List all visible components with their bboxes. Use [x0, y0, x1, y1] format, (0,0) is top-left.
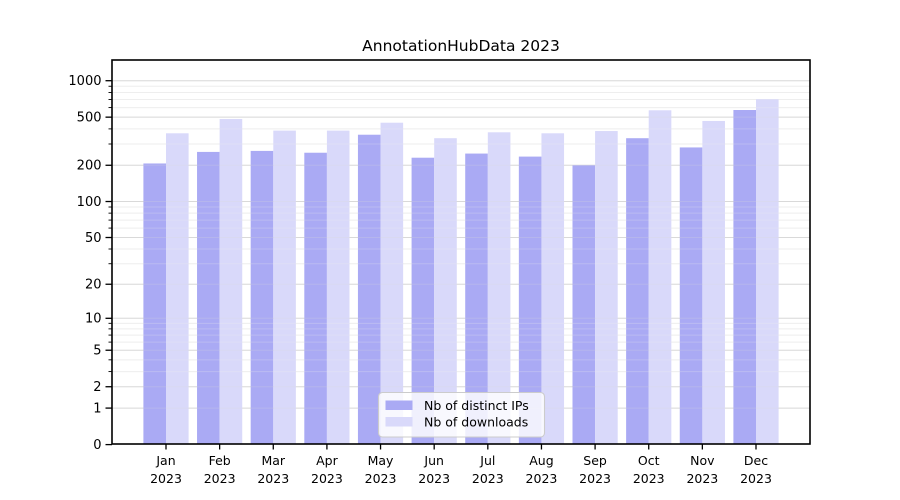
x-tick-label-sep: Sep [583, 453, 607, 468]
x-tick-label-jun: Jun [423, 453, 444, 468]
bar-distinct-ips-sep [572, 165, 596, 445]
plot-border [111, 59, 811, 445]
y-tick-label-1: 1 [93, 401, 101, 416]
x-tick-label-year-jun: 2023 [418, 471, 450, 486]
chart-title: AnnotationHubData 2023 [362, 37, 560, 55]
x-tick-label-year-feb: 2023 [204, 471, 236, 486]
y-tick-label-500: 500 [77, 111, 102, 126]
y-tick-label-1000: 1000 [68, 74, 101, 89]
x-tick-label-nov: Nov [690, 453, 715, 468]
bar-distinct-ips-feb [197, 151, 220, 444]
bar-distinct-ips-jul [465, 153, 488, 444]
x-axis: Jan 2023 Feb 2023 Mar 2023 Apr 2023 May 2023 Jun 20… [150, 444, 772, 486]
x-tick-label-jan: Jan [155, 453, 175, 468]
x-tick-label-year-sep: 2023 [579, 471, 611, 486]
legend-box [377, 391, 546, 438]
bar-downloads-sep [595, 131, 618, 444]
bar-distinct-ips-jun [411, 157, 435, 444]
x-tick-label-year-oct: 2023 [633, 471, 665, 486]
x-tick-label-year-nov: 2023 [686, 471, 718, 486]
y-tick-label-0: 0 [93, 438, 101, 453]
bar-downloads-jan [166, 133, 189, 444]
x-tick-label-year-dec: 2023 [740, 471, 772, 486]
bars [143, 99, 779, 445]
bar-distinct-ips-apr [304, 152, 327, 444]
bar-distinct-ips-mar [250, 150, 274, 444]
y-tick-label-20: 20 [85, 278, 102, 293]
bar-downloads-jul [487, 132, 511, 444]
legend-label-distinct-ips: Nb of distinct IPs [424, 398, 529, 413]
x-tick-label-year-apr: 2023 [311, 471, 343, 486]
bar-distinct-ips-may [357, 134, 381, 444]
x-tick-label-may: May [368, 453, 394, 468]
bar-downloads-mar [273, 130, 296, 444]
bar-downloads-aug [541, 133, 565, 444]
bar-downloads-apr [326, 130, 350, 444]
x-tick-label-oct: Oct [638, 453, 660, 468]
bar-distinct-ips-nov [679, 147, 703, 445]
x-tick-label-year-jan: 2023 [150, 471, 182, 486]
x-tick-label-year-aug: 2023 [526, 471, 558, 486]
x-tick-label-jul: Jul [479, 453, 495, 468]
y-tick-label-50: 50 [85, 231, 102, 246]
bar-downloads-feb [219, 118, 243, 444]
x-tick-label-dec: Dec [744, 453, 768, 468]
y-tick-label-200: 200 [77, 159, 102, 174]
legend-swatch-distinct-ips-icon [385, 400, 413, 410]
x-tick-label-year-jul: 2023 [472, 471, 504, 486]
bar-distinct-ips-jan [143, 163, 166, 445]
legend-label-downloads: Nb of downloads [424, 414, 528, 429]
bar-distinct-ips-dec [733, 109, 756, 444]
bar-distinct-ips-aug [518, 156, 542, 444]
x-tick-label-feb: Feb [209, 453, 231, 468]
bar-distinct-ips-oct [626, 138, 649, 444]
y-tick-label-2: 2 [93, 380, 101, 395]
x-tick-label-year-may: 2023 [365, 471, 397, 486]
y-tick-label-100: 100 [77, 195, 102, 210]
x-tick-label-year-mar: 2023 [257, 471, 289, 486]
legend: Nb of distinct IPs Nb of downloads [377, 391, 546, 438]
bar-downloads-may [380, 122, 404, 444]
x-tick-label-aug: Aug [529, 453, 553, 468]
bar-downloads-nov [702, 120, 725, 445]
x-tick-label-apr: Apr [316, 453, 338, 468]
x-tick-label-mar: Mar [261, 453, 285, 468]
y-tick-label-10: 10 [85, 312, 102, 327]
bar-downloads-dec [756, 99, 779, 445]
bar-downloads-jun [434, 138, 457, 444]
y-tick-label-5: 5 [93, 344, 101, 359]
bar-downloads-oct [648, 110, 672, 444]
legend-swatch-downloads-icon [385, 417, 413, 427]
gridlines-overlay [112, 80, 810, 409]
